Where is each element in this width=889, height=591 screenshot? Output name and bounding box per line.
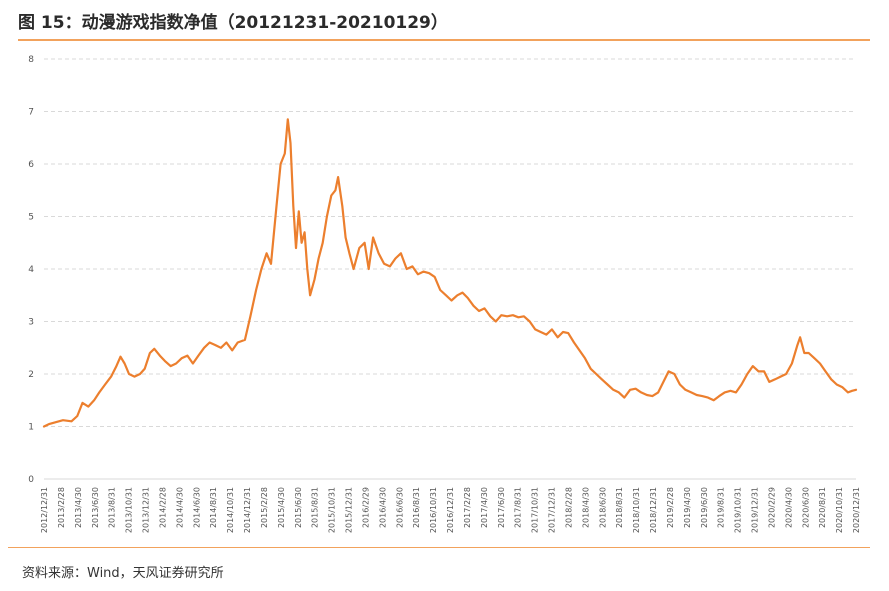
x-tick-label: 2018/10/31: [632, 487, 641, 533]
y-tick-label: 2: [28, 370, 34, 380]
y-tick-label: 7: [28, 108, 34, 118]
x-tick-label: 2015/2/28: [260, 487, 269, 528]
x-tick-label: 2020/6/30: [801, 487, 810, 528]
x-tick-label: 2016/12/31: [446, 487, 455, 533]
x-tick-label: 2018/12/31: [649, 487, 658, 533]
x-tick-label: 2014/10/31: [226, 487, 235, 533]
x-tick-label: 2014/12/31: [243, 487, 252, 533]
x-tick-label: 2014/4/30: [175, 487, 184, 528]
x-tick-label: 2017/4/30: [480, 487, 489, 528]
x-tick-label: 2013/8/31: [108, 487, 117, 528]
x-tick-label: 2015/10/31: [328, 487, 337, 533]
chart-title: 图 15：动漫游戏指数净值（20121231-20210129）: [18, 13, 448, 33]
x-tick-label: 2015/4/30: [277, 487, 286, 528]
x-tick-label: 2016/8/31: [412, 487, 421, 528]
x-tick-label: 2017/8/31: [514, 487, 523, 528]
x-tick-label: 2014/8/31: [209, 487, 218, 528]
title-underline: [18, 39, 870, 41]
x-tick-label: 2013/10/31: [125, 487, 134, 533]
x-tick-label: 2018/8/31: [615, 487, 624, 528]
x-tick-label: 2020/10/31: [835, 487, 844, 533]
x-tick-label: 2019/4/30: [683, 487, 692, 528]
y-tick-label: 4: [28, 265, 34, 275]
x-tick-label: 2012/12/31: [40, 487, 49, 533]
x-tick-label: 2020/4/30: [784, 487, 793, 528]
x-tick-label: 2019/6/30: [700, 487, 709, 528]
x-tick-label: 2015/8/31: [311, 487, 320, 528]
x-tick-label: 2015/6/30: [294, 487, 303, 528]
x-tick-label: 2019/8/31: [717, 487, 726, 528]
x-tick-label: 2020/12/31: [852, 487, 861, 533]
x-axis-ticks: 2012/12/31 2013/2/28 2013/4/30 2013/6/30 201…: [40, 487, 861, 533]
x-tick-label: 2016/10/31: [429, 487, 438, 533]
x-tick-label: 2016/2/29: [361, 487, 370, 528]
y-tick-label: 0: [28, 475, 34, 485]
grid-lines: [44, 58, 856, 480]
x-tick-label: 2020/8/31: [818, 487, 827, 528]
x-tick-label: 2017/6/30: [497, 487, 506, 528]
x-tick-label: 2013/4/30: [74, 487, 83, 528]
x-tick-label: 2016/6/30: [395, 487, 404, 528]
x-tick-label: 2018/2/28: [564, 487, 573, 528]
y-tick-label: 6: [28, 160, 34, 170]
footer-rule: [8, 547, 870, 548]
x-tick-label: 2013/12/31: [142, 487, 151, 533]
x-tick-label: 2017/10/31: [531, 487, 540, 533]
x-tick-label: 2013/6/30: [91, 487, 100, 528]
x-tick-label: 2018/6/30: [598, 487, 607, 528]
y-tick-label: 8: [28, 55, 34, 65]
x-tick-label: 2014/6/30: [192, 487, 201, 528]
x-tick-label: 2019/10/31: [734, 487, 743, 533]
x-tick-label: 2019/2/28: [666, 487, 675, 528]
x-tick-label: 2013/2/28: [57, 487, 66, 528]
series-line: [42, 118, 858, 428]
y-axis-ticks: 0 1 2 3 4 5 6 7 8: [28, 55, 34, 485]
x-tick-label: 2020/2/29: [767, 487, 776, 528]
x-tick-label: 2016/4/30: [378, 487, 387, 528]
x-tick-label: 2015/12/31: [345, 487, 354, 533]
source-note: 资料来源：Wind，天风证券研究所: [22, 566, 224, 581]
y-tick-label: 1: [28, 423, 34, 433]
x-tick-label: 2017/2/28: [463, 487, 472, 528]
x-tick-label: 2017/12/31: [548, 487, 557, 533]
y-tick-label: 5: [28, 213, 34, 223]
y-tick-label: 3: [28, 318, 34, 328]
x-tick-label: 2014/2/28: [158, 487, 167, 528]
x-tick-label: 2019/12/31: [751, 487, 760, 533]
x-tick-label: 2018/4/30: [581, 487, 590, 528]
